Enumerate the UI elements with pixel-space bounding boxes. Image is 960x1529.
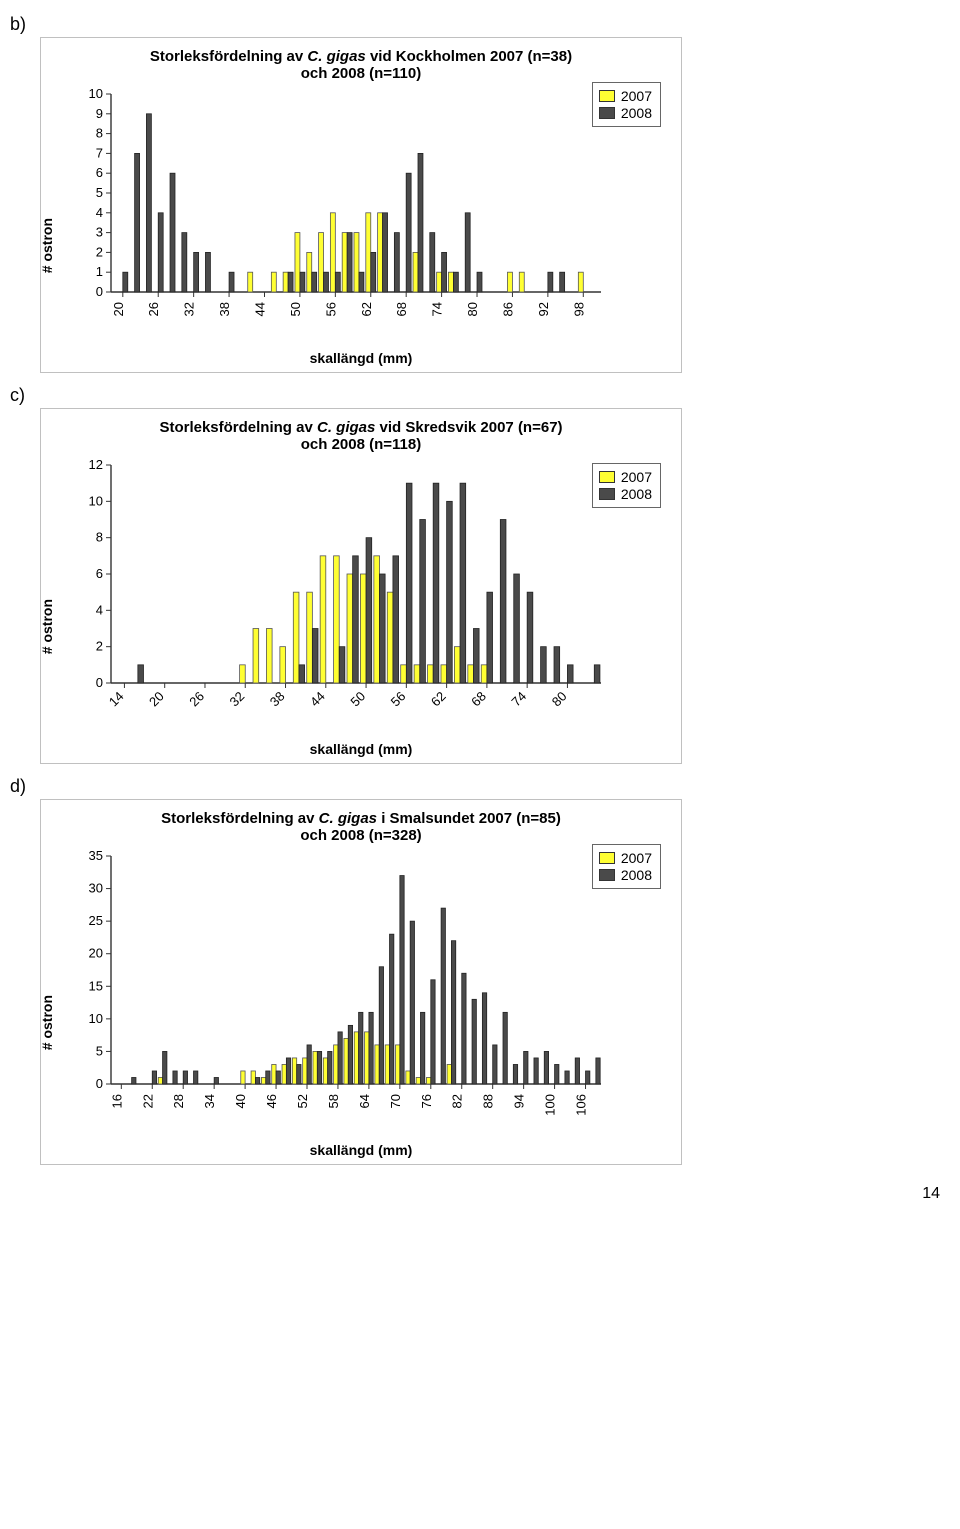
chart-d-title: Storleksfördelning av C. gigas i Smalsun… [51, 810, 671, 844]
svg-text:98: 98 [571, 302, 586, 316]
svg-text:76: 76 [419, 1094, 434, 1108]
svg-text:44: 44 [252, 302, 267, 316]
panel-c-label: c) [10, 385, 960, 406]
svg-text:2: 2 [96, 244, 103, 259]
chart-b-ylabel: # ostron [39, 218, 55, 273]
page-number: 14 [10, 1185, 960, 1203]
svg-text:50: 50 [347, 689, 368, 710]
chart-d-xlabel: skallängd (mm) [51, 1142, 671, 1158]
svg-text:58: 58 [326, 1094, 341, 1108]
svg-text:52: 52 [295, 1094, 310, 1108]
svg-text:0: 0 [96, 1076, 103, 1091]
svg-text:38: 38 [217, 302, 232, 316]
svg-text:6: 6 [96, 165, 103, 180]
svg-text:32: 32 [227, 689, 248, 710]
svg-text:10: 10 [89, 88, 103, 101]
svg-text:12: 12 [89, 459, 103, 472]
svg-text:56: 56 [323, 302, 338, 316]
svg-text:5: 5 [96, 1043, 103, 1058]
svg-text:106: 106 [574, 1094, 589, 1116]
chart-c-plot: # ostron 0246810121420263238445056626874… [51, 459, 671, 739]
svg-text:9: 9 [96, 106, 103, 121]
svg-text:16: 16 [109, 1094, 124, 1108]
svg-text:62: 62 [359, 302, 374, 316]
panel-d-label: d) [10, 776, 960, 797]
svg-text:86: 86 [500, 302, 515, 316]
svg-text:35: 35 [89, 850, 103, 863]
svg-text:64: 64 [357, 1094, 372, 1108]
svg-text:8: 8 [96, 126, 103, 141]
svg-text:20: 20 [89, 946, 103, 961]
chart-c: Storleksfördelning av C. gigas vid Skred… [40, 408, 682, 764]
svg-text:0: 0 [96, 284, 103, 299]
svg-text:2: 2 [96, 639, 103, 654]
svg-text:7: 7 [96, 145, 103, 160]
svg-text:26: 26 [186, 689, 207, 710]
svg-text:15: 15 [89, 978, 103, 993]
svg-text:20: 20 [146, 689, 167, 710]
panel-b-label: b) [10, 14, 960, 35]
svg-text:4: 4 [96, 205, 103, 220]
svg-text:34: 34 [202, 1094, 217, 1108]
svg-text:68: 68 [468, 689, 489, 710]
svg-text:82: 82 [450, 1094, 465, 1108]
svg-text:4: 4 [96, 602, 103, 617]
svg-text:32: 32 [182, 302, 197, 316]
svg-text:46: 46 [264, 1094, 279, 1108]
svg-text:10: 10 [89, 493, 103, 508]
svg-text:14: 14 [106, 689, 127, 710]
svg-text:74: 74 [508, 689, 529, 710]
svg-text:80: 80 [465, 302, 480, 316]
svg-text:25: 25 [89, 913, 103, 928]
chart-c-xlabel: skallängd (mm) [51, 741, 671, 757]
svg-text:92: 92 [536, 302, 551, 316]
chart-d-ylabel: # ostron [39, 995, 55, 1050]
svg-text:74: 74 [430, 302, 445, 316]
svg-text:0: 0 [96, 675, 103, 690]
svg-text:28: 28 [171, 1094, 186, 1108]
svg-text:70: 70 [388, 1094, 403, 1108]
chart-b: Storleksfördelning av C. gigas vid Kockh… [40, 37, 682, 373]
svg-text:44: 44 [307, 689, 328, 710]
svg-text:20: 20 [111, 302, 126, 316]
chart-c-title: Storleksfördelning av C. gigas vid Skred… [51, 419, 671, 453]
chart-d: Storleksfördelning av C. gigas i Smalsun… [40, 799, 682, 1165]
chart-d-plot: # ostron 0510152025303516222834404652586… [51, 850, 671, 1140]
svg-text:6: 6 [96, 566, 103, 581]
svg-text:100: 100 [543, 1094, 558, 1116]
svg-text:38: 38 [267, 689, 288, 710]
svg-text:3: 3 [96, 225, 103, 240]
chart-c-ylabel: # ostron [39, 599, 55, 654]
svg-text:40: 40 [233, 1094, 248, 1108]
svg-text:30: 30 [89, 881, 103, 896]
svg-text:62: 62 [428, 689, 449, 710]
svg-text:80: 80 [549, 689, 570, 710]
svg-text:88: 88 [481, 1094, 496, 1108]
svg-text:50: 50 [288, 302, 303, 316]
svg-text:22: 22 [140, 1094, 155, 1108]
svg-text:68: 68 [394, 302, 409, 316]
chart-b-plot: # ostron 0123456789102026323844505662687… [51, 88, 671, 348]
svg-text:10: 10 [89, 1011, 103, 1026]
svg-text:8: 8 [96, 530, 103, 545]
svg-text:1: 1 [96, 264, 103, 279]
svg-text:5: 5 [96, 185, 103, 200]
svg-text:94: 94 [512, 1094, 527, 1108]
svg-text:26: 26 [146, 302, 161, 316]
chart-b-title: Storleksfördelning av C. gigas vid Kockh… [51, 48, 671, 82]
chart-b-xlabel: skallängd (mm) [51, 350, 671, 366]
svg-text:56: 56 [388, 689, 409, 710]
